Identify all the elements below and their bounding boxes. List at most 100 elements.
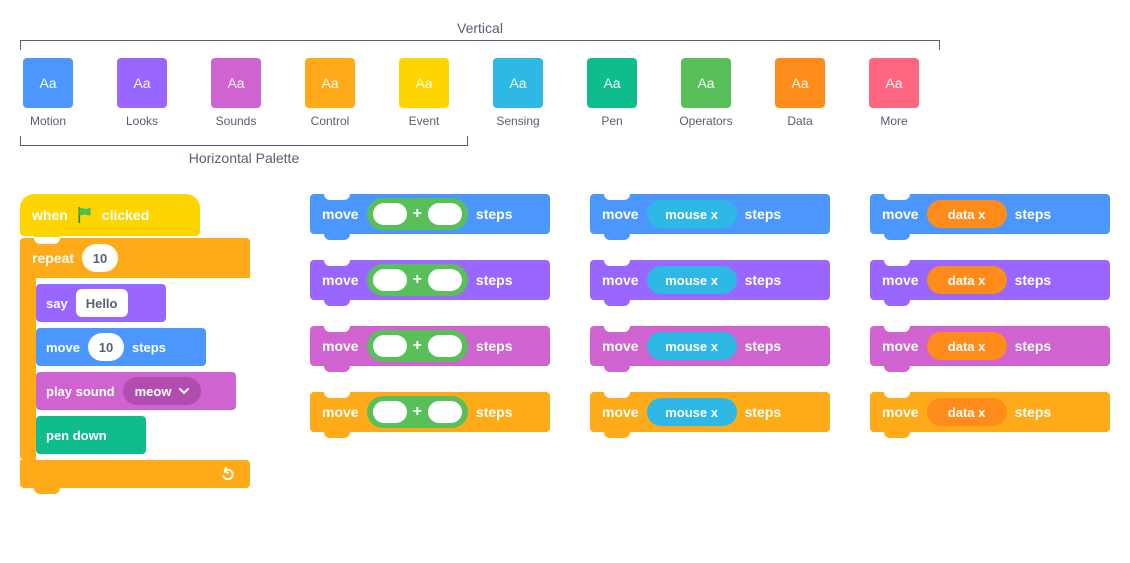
- mouse-x-reporter[interactable]: mouse x: [647, 332, 737, 360]
- data-x-reporter[interactable]: data x: [927, 332, 1007, 360]
- swatch-label: Control: [311, 114, 350, 128]
- data-x-reporter[interactable]: data x: [927, 200, 1007, 228]
- operand-slot[interactable]: [373, 401, 407, 423]
- steps-label: steps: [1015, 404, 1052, 420]
- operand-slot[interactable]: [373, 269, 407, 291]
- steps-label: steps: [476, 404, 513, 420]
- palette-item-pen[interactable]: AaPen: [584, 58, 640, 128]
- pen-down-block[interactable]: pen down: [36, 416, 146, 454]
- move-sensing-block[interactable]: movemouse xsteps: [590, 326, 830, 366]
- vertical-bracket: [20, 40, 940, 50]
- mouse-x-reporter[interactable]: mouse x: [647, 200, 737, 228]
- operator-plus-reporter[interactable]: +: [367, 264, 468, 296]
- swatch-label: Looks: [126, 114, 158, 128]
- steps-label: steps: [1015, 338, 1052, 354]
- say-block[interactable]: say Hello: [36, 284, 166, 322]
- palette-item-data[interactable]: AaData: [772, 58, 828, 128]
- steps-label: steps: [1015, 272, 1052, 288]
- horizontal-label: Horizontal Palette: [20, 150, 468, 166]
- swatch: Aa: [305, 58, 355, 108]
- move-value[interactable]: 10: [88, 333, 124, 361]
- steps-label: steps: [745, 272, 782, 288]
- move-block[interactable]: move 10 steps: [36, 328, 206, 366]
- move-operator-block[interactable]: move + steps: [310, 392, 550, 432]
- data-x-reporter[interactable]: data x: [927, 398, 1007, 426]
- steps-label: steps: [476, 206, 513, 222]
- data-x-reporter[interactable]: data x: [927, 266, 1007, 294]
- operand-slot[interactable]: [428, 335, 462, 357]
- move-suffix: steps: [132, 340, 166, 355]
- move-sensing-block[interactable]: move mouse x steps: [590, 194, 830, 234]
- green-flag-icon: [76, 206, 94, 224]
- play-sound-label: play sound: [46, 384, 115, 399]
- move-label: move: [322, 338, 359, 354]
- block-grid: move + steps move mouse x steps move data x step…: [310, 194, 1110, 488]
- move-data-block[interactable]: move data x steps: [870, 392, 1110, 432]
- sound-dropdown[interactable]: meow: [123, 377, 202, 405]
- move-operator-block[interactable]: move + steps: [310, 326, 550, 366]
- operator-plus-reporter[interactable]: +: [367, 396, 468, 428]
- move-label: move: [882, 404, 919, 420]
- move-label: move: [602, 272, 639, 288]
- steps-label: steps: [745, 206, 782, 222]
- say-value[interactable]: Hello: [76, 289, 128, 317]
- move-label: move: [602, 206, 639, 222]
- repeat-label: repeat: [32, 250, 74, 266]
- swatch-label: Event: [409, 114, 440, 128]
- move-label: move: [322, 404, 359, 420]
- palette-item-sounds[interactable]: AaSounds: [208, 58, 264, 128]
- operand-slot[interactable]: [428, 269, 462, 291]
- swatch: Aa: [493, 58, 543, 108]
- steps-label: steps: [476, 338, 513, 354]
- palette-item-operators[interactable]: Aa Operators: [678, 58, 734, 128]
- steps-label: steps: [745, 404, 782, 420]
- move-label: move: [602, 338, 639, 354]
- move-label: move: [882, 338, 919, 354]
- palette-item-motion[interactable]: AaMotion: [20, 58, 76, 128]
- swatch-label: Pen: [601, 114, 622, 128]
- operator-plus-reporter[interactable]: +: [367, 330, 468, 362]
- repeat-value[interactable]: 10: [82, 244, 118, 272]
- move-sensing-block[interactable]: move mouse x steps: [590, 392, 830, 432]
- repeat-block[interactable]: repeat 10 say Hello move 10 steps: [20, 238, 250, 488]
- swatch-label: Operators: [679, 114, 732, 128]
- palette-item-event[interactable]: AaEvent: [396, 58, 452, 128]
- script-stack: when clicked repeat 10 say: [20, 194, 250, 488]
- operand-slot[interactable]: [373, 335, 407, 357]
- operator-plus-reporter[interactable]: +: [367, 198, 468, 230]
- move-label: move: [882, 206, 919, 222]
- move-sensing-block[interactable]: move mouse x steps: [590, 260, 830, 300]
- move-operator-block[interactable]: move + steps: [310, 194, 550, 234]
- palette-item-more[interactable]: AaMore: [866, 58, 922, 128]
- mouse-x-reporter[interactable]: mouse x: [647, 266, 737, 294]
- move-label: move: [46, 340, 80, 355]
- palette-item-control[interactable]: Aa Control: [302, 58, 358, 128]
- plus-sign: +: [413, 403, 422, 421]
- plus-sign: +: [413, 271, 422, 289]
- move-label: move: [602, 404, 639, 420]
- operand-slot[interactable]: [428, 401, 462, 423]
- pen-down-label: pen down: [46, 428, 107, 443]
- swatch: Aa: [211, 58, 261, 108]
- plus-sign: +: [413, 205, 422, 223]
- swatch-label: Data: [787, 114, 812, 128]
- operand-slot[interactable]: [428, 203, 462, 225]
- move-data-block[interactable]: movedata xsteps: [870, 194, 1110, 234]
- mouse-x-reporter[interactable]: mouse x: [647, 398, 737, 426]
- hat-prefix: when: [32, 207, 68, 223]
- move-label: move: [882, 272, 919, 288]
- say-label: say: [46, 296, 68, 311]
- palette-item-looks[interactable]: AaLooks: [114, 58, 170, 128]
- move-data-block[interactable]: move data x steps: [870, 260, 1110, 300]
- move-label: move: [322, 206, 359, 222]
- play-sound-block[interactable]: play sound meow: [36, 372, 236, 410]
- move-operator-block[interactable]: move+steps: [310, 260, 550, 300]
- palette-item-sensing[interactable]: AaSensing: [490, 58, 546, 128]
- when-flag-clicked-block[interactable]: when clicked: [20, 194, 200, 236]
- swatch-label: More: [880, 114, 907, 128]
- swatch: Aa: [681, 58, 731, 108]
- move-data-block[interactable]: move data x steps: [870, 326, 1110, 366]
- steps-label: steps: [476, 272, 513, 288]
- chevron-down-icon: [179, 386, 189, 396]
- operand-slot[interactable]: [373, 203, 407, 225]
